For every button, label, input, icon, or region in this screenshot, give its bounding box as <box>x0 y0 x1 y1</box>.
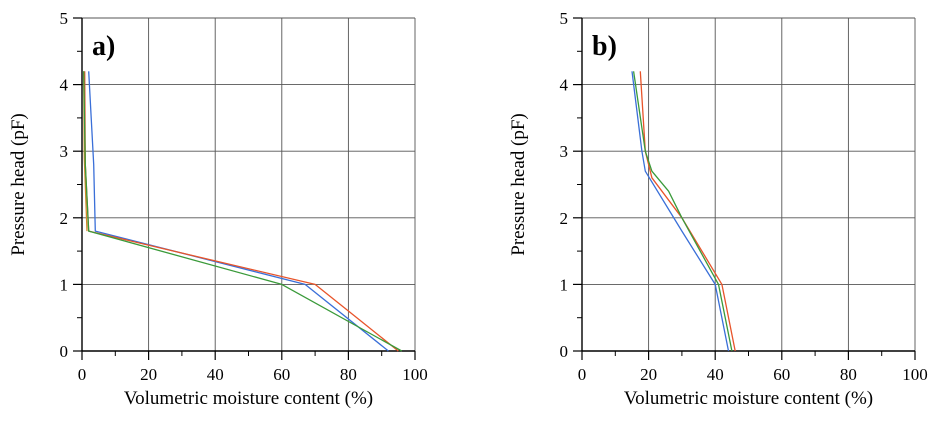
panel-b-y-tick-label: 1 <box>560 275 569 294</box>
panel-b-series-line-2 <box>639 71 736 352</box>
panel-a-series-line-2 <box>84 71 399 352</box>
panel-a-y-axis-title: Pressure head (pF) <box>8 113 29 255</box>
panel-b-y-tick-label: 0 <box>560 342 569 361</box>
panel-a-y-tick-label: 4 <box>60 76 69 95</box>
panel-b-y-tick-label: 2 <box>560 209 569 228</box>
panel-b-y-tick-label: 3 <box>560 142 569 161</box>
panel-a-x-tick-label: 80 <box>340 365 357 384</box>
panel-b-y-tick-label: 4 <box>560 76 569 95</box>
panel-a-y-tick-label: 2 <box>60 209 69 228</box>
panel-a-series-line-4 <box>83 71 403 352</box>
panel-a-x-tick-label: 20 <box>140 365 157 384</box>
panel-a-x-axis-title: Volumetric moisture content (%) <box>124 388 373 409</box>
panel-a-y-tick-label: 0 <box>60 342 69 361</box>
panel-b-x-tick-label: 80 <box>840 365 857 384</box>
panel-a-y-tick-label: 5 <box>60 9 69 28</box>
panel-b-series-line-3 <box>632 71 733 352</box>
panel-a-series-line-1 <box>88 71 389 352</box>
panel-a-label: a) <box>92 31 115 62</box>
panel-a-y-tick-label: 3 <box>60 142 69 161</box>
panel-b-series-line-1 <box>631 71 730 352</box>
panel-a-x-tick-label: 0 <box>78 365 87 384</box>
panel-b-x-tick-label: 0 <box>578 365 587 384</box>
panel-b-x-axis-title: Volumetric moisture content (%) <box>624 388 873 409</box>
panel-b-y-tick-label: 5 <box>560 9 569 28</box>
panel-a: 0 20 40 60 80 100 0 1 2 3 4 5 Volumetric moisture co… <box>8 9 428 409</box>
panel-b-x-tick-label: 60 <box>773 365 790 384</box>
panel-b-x-tick-label: 20 <box>640 365 657 384</box>
panel-b: 0 20 40 60 80 100 0 1 2 3 4 5 Volumetric moisture co… <box>508 9 928 409</box>
panel-b-y-axis-title: Pressure head (pF) <box>508 113 529 255</box>
panel-a-x-tick-label: 100 <box>402 365 428 384</box>
panel-a-x-tick-label: 40 <box>207 365 224 384</box>
panel-b-label: b) <box>592 31 617 62</box>
panel-a-x-tick-label: 60 <box>273 365 290 384</box>
panel-b-x-tick-label: 40 <box>707 365 724 384</box>
panel-b-x-tick-label: 100 <box>902 365 928 384</box>
panel-a-y-tick-label: 1 <box>60 275 69 294</box>
